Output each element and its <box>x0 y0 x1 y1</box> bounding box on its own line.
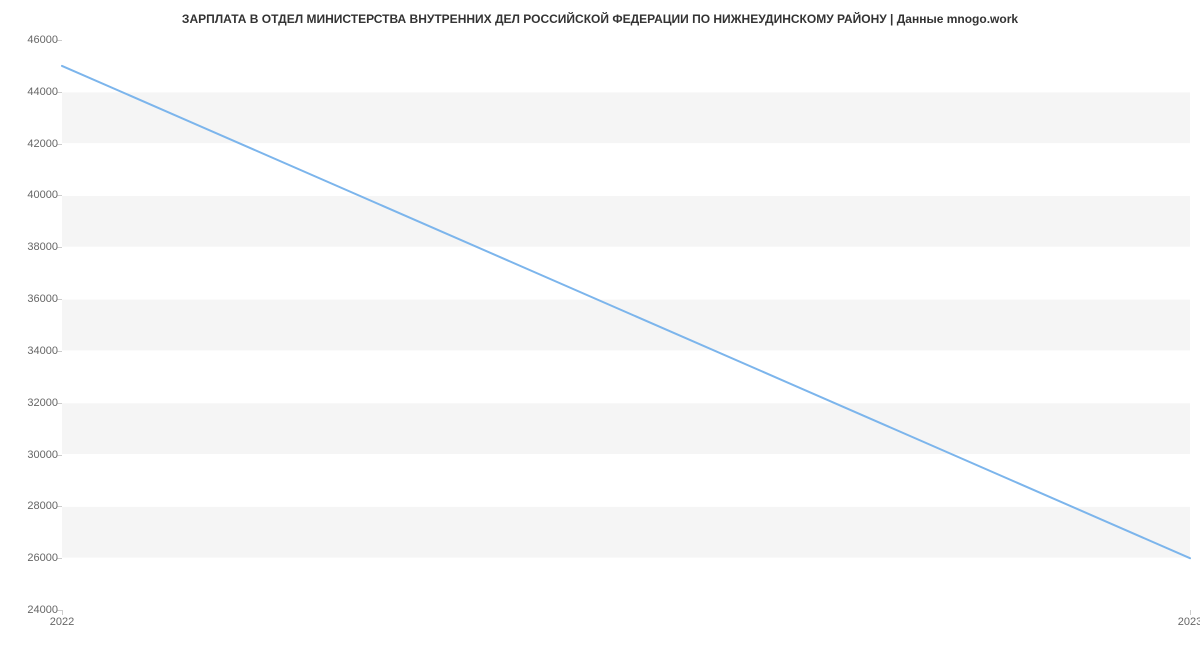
y-axis-label: 26000 <box>27 552 58 564</box>
grid-band <box>62 558 1190 610</box>
grid-band <box>62 247 1190 299</box>
y-axis-label: 30000 <box>27 449 58 461</box>
grid-band <box>62 40 1190 92</box>
y-axis-label: 36000 <box>27 293 58 305</box>
y-axis-label: 38000 <box>27 241 58 253</box>
grid-band <box>62 351 1190 403</box>
grid-band <box>62 299 1190 351</box>
chart-title: ЗАРПЛАТА В ОТДЕЛ МИНИСТЕРСТВА ВНУТРЕННИХ… <box>0 12 1200 26</box>
x-axis-label: 2023 <box>1178 616 1200 628</box>
grid-band <box>62 455 1190 507</box>
grid-band <box>62 403 1190 455</box>
plot-area <box>62 40 1190 610</box>
y-axis-label: 44000 <box>27 86 58 98</box>
y-axis-label: 28000 <box>27 500 58 512</box>
y-axis-label: 42000 <box>27 138 58 150</box>
grid-band <box>62 195 1190 247</box>
y-axis-label: 24000 <box>27 604 58 616</box>
chart-container: ЗАРПЛАТА В ОТДЕЛ МИНИСТЕРСТВА ВНУТРЕННИХ… <box>0 0 1200 650</box>
y-axis-label: 40000 <box>27 189 58 201</box>
x-axis-label: 2022 <box>50 616 74 628</box>
grid-band <box>62 92 1190 144</box>
grid-band <box>62 144 1190 196</box>
y-axis-label: 46000 <box>27 34 58 46</box>
grid-band <box>62 506 1190 558</box>
x-tick <box>62 610 63 615</box>
chart-svg <box>62 40 1190 610</box>
y-axis-label: 34000 <box>27 345 58 357</box>
x-tick <box>1190 610 1191 615</box>
y-axis-label: 32000 <box>27 397 58 409</box>
